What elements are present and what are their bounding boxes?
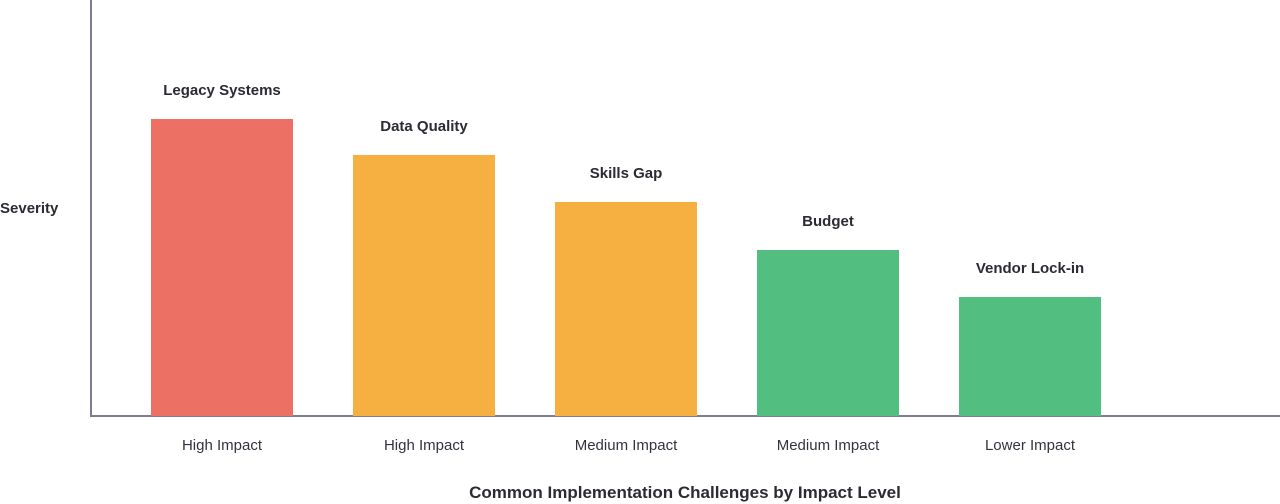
- x-tick-label: Medium Impact: [574, 437, 678, 454]
- bar-value-label: Legacy Systems: [163, 82, 281, 99]
- bar-value-label: Data Quality: [380, 118, 468, 135]
- bar: [353, 155, 495, 416]
- bar: [151, 119, 293, 416]
- bar: [959, 297, 1101, 416]
- x-tick-label: Medium Impact: [776, 437, 880, 454]
- bar-value-label: Skills Gap: [589, 165, 663, 182]
- x-tick-label: High Impact: [181, 437, 263, 454]
- x-axis-line: [90, 415, 1280, 417]
- y-axis-line: [90, 0, 92, 417]
- x-tick-label: Lower Impact: [984, 437, 1076, 454]
- bar-value-label: Vendor Lock-in: [975, 260, 1085, 277]
- y-axis-label: Severity: [0, 200, 59, 217]
- bar: [555, 202, 697, 416]
- x-tick-label: High Impact: [383, 437, 465, 454]
- bar-value-label: Budget: [802, 213, 854, 230]
- bar: [757, 250, 899, 416]
- chart-title: Common Implementation Challenges by Impa…: [469, 483, 901, 502]
